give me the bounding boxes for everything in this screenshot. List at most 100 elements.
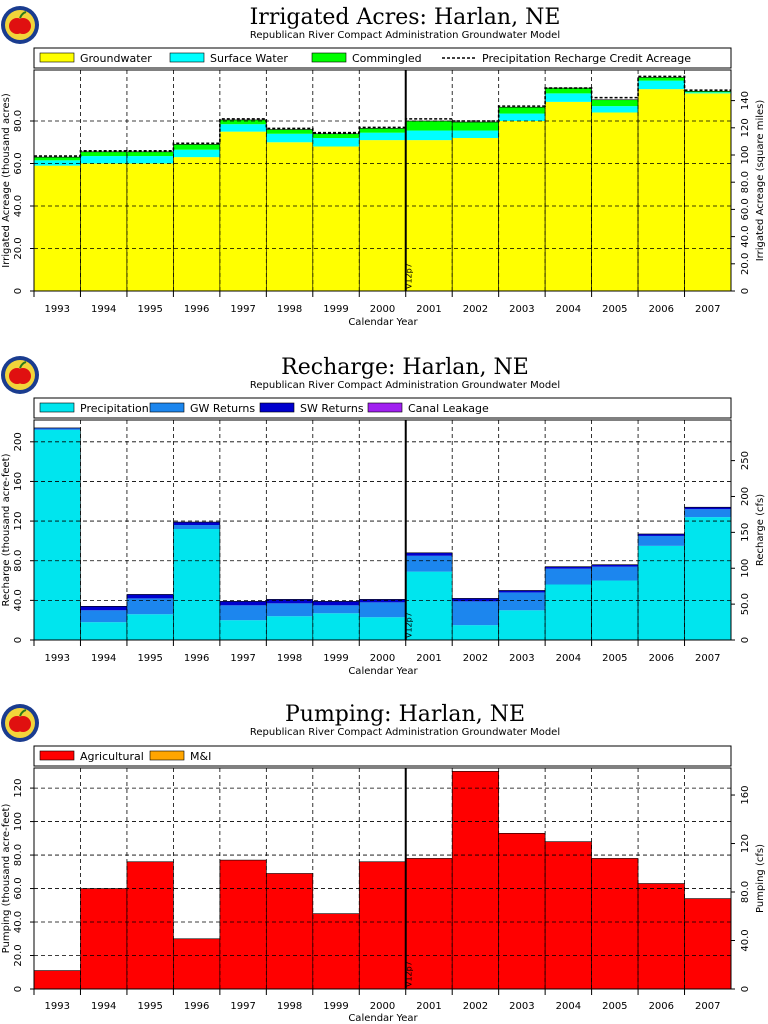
bar-segment: [452, 598, 499, 602]
bar-segment: [173, 525, 220, 530]
y2-tick-label: 100: [740, 145, 751, 164]
bar-segment: [312, 605, 360, 614]
x-tick-label: 2002: [463, 653, 488, 664]
legend-swatch: [259, 402, 295, 413]
bar-segment: [684, 509, 731, 518]
bar-segment: [266, 129, 313, 134]
bar-segment: [684, 517, 731, 640]
x-tick-label: 1994: [91, 1001, 116, 1012]
bar-segment: [638, 883, 685, 989]
legend-label: Agricultural: [80, 750, 144, 763]
x-tick-label: 1998: [277, 304, 302, 315]
legend-label: Precipitation: [80, 402, 149, 415]
x-tick-label: 1994: [91, 304, 116, 315]
bar-segment: [405, 140, 453, 291]
x-tick-label: 2003: [509, 1001, 534, 1012]
x-tick-label: 1993: [45, 653, 70, 664]
bar-segment: [126, 861, 174, 989]
bar-segment: [638, 533, 685, 536]
y-axis-label: Irrigated Acreage (thousand acres): [1, 93, 12, 268]
bar-segment: [452, 122, 499, 131]
bar-segment: [359, 128, 406, 133]
bar-segment: [545, 568, 592, 585]
y2-tick-label: 50.0: [740, 593, 751, 615]
bar-segment: [34, 429, 81, 640]
x-tick-label: 2002: [463, 1001, 488, 1012]
bar-segment: [173, 529, 220, 640]
y2-tick-label: 100: [740, 559, 751, 578]
y2-tick-label: 60.0: [740, 198, 751, 220]
x-tick-label: 1996: [184, 653, 209, 664]
bar-segment: [80, 610, 127, 623]
plot-border: [33, 69, 732, 292]
y2-tick-label: 120: [740, 118, 751, 137]
bar-segment: [638, 89, 685, 291]
x-tick-label: 2007: [695, 1001, 720, 1012]
version-annotation: V12p7: [405, 612, 414, 638]
legend-swatch: [39, 750, 75, 761]
bar-segment: [405, 858, 453, 989]
bar-segment: [219, 860, 267, 989]
y-tick-label: 120: [13, 779, 24, 798]
apple-icon-half: [15, 18, 31, 34]
bar-segment: [405, 552, 453, 556]
chart-title: Recharge: Harlan, NE: [281, 355, 529, 380]
bar-segment: [80, 606, 127, 611]
y2-tick-label: 20.0: [740, 253, 751, 275]
y-tick-label: 20.0: [13, 237, 24, 259]
legend-swatch: [311, 52, 347, 63]
bar-segment: [219, 119, 267, 125]
version-annotation: V12p7: [405, 961, 414, 987]
bar-segment: [126, 156, 174, 164]
x-axis-label: Calendar Year: [348, 666, 418, 677]
bar-segment: [684, 92, 731, 94]
bar-segment: [80, 151, 127, 157]
apple-icon-half: [15, 368, 31, 384]
bar-segment: [312, 613, 360, 640]
y-axis-label: Pumping (thousand acre-feet): [1, 804, 12, 954]
bar-segment: [80, 888, 127, 989]
bar-segment: [638, 80, 685, 90]
bar-segment: [498, 113, 546, 121]
x-tick-label: 2003: [509, 304, 534, 315]
legend-box: [33, 745, 732, 767]
x-tick-label: 2006: [649, 1001, 674, 1012]
y-tick-label: 60.0: [13, 152, 24, 174]
legend-label: SW Returns: [300, 402, 364, 415]
bar-segment: [638, 77, 685, 81]
x-tick-label: 1995: [137, 653, 162, 664]
bar-segment: [266, 599, 313, 604]
chart-subtitle: Republican River Compact Administration …: [250, 727, 560, 738]
bar-segment: [312, 146, 360, 291]
leaf-icon: [19, 709, 27, 717]
bar-segment: [266, 133, 313, 143]
x-tick-label: 2004: [556, 653, 581, 664]
x-tick-label: 1994: [91, 653, 116, 664]
bar-segment: [173, 144, 220, 150]
bar-segment: [173, 149, 220, 158]
bar-segment: [684, 91, 731, 93]
y-tick-label: 40.0: [13, 195, 24, 217]
bar-segment: [498, 590, 546, 593]
x-tick-label: 1993: [45, 304, 70, 315]
plot-border: [33, 767, 732, 990]
x-tick-label: 1997: [230, 653, 255, 664]
y-tick-label: 40.0: [13, 589, 24, 611]
legend-label: Groundwater: [80, 52, 152, 65]
x-axis-label: Calendar Year: [348, 317, 418, 328]
x-tick-label: 2005: [602, 1001, 627, 1012]
bar-segment: [498, 107, 546, 114]
bar-segment: [219, 601, 267, 606]
legend-swatch: [39, 402, 75, 413]
x-tick-label: 2002: [463, 304, 488, 315]
y-tick-label: 0: [13, 986, 24, 992]
bar-segment: [266, 873, 313, 989]
y-tick-label: 120: [13, 512, 24, 531]
bar-segment: [34, 157, 81, 161]
x-tick-label: 1997: [230, 1001, 255, 1012]
bar-segment: [545, 584, 592, 640]
bar-segment: [405, 130, 453, 141]
bar-segment: [173, 938, 220, 989]
